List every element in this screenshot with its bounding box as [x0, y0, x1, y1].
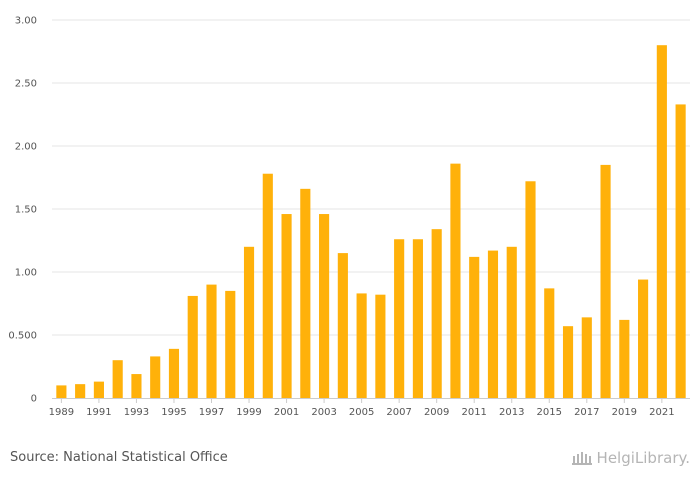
x-tick-label: 1993 [124, 407, 149, 418]
x-tick-label: 1995 [161, 407, 186, 418]
y-tick-label: 2.00 [15, 142, 37, 153]
bar-2002 [300, 188, 311, 398]
bar-2014 [525, 181, 536, 398]
bar-1992 [112, 360, 123, 398]
bar-2012 [487, 250, 499, 398]
x-tick-label: 1997 [199, 407, 224, 418]
y-tick-label: 0.500 [8, 331, 37, 342]
bar-2021 [656, 45, 667, 398]
bar-2017 [581, 317, 592, 398]
x-tick-label: 2007 [386, 407, 411, 418]
x-tick-label: 2021 [649, 407, 674, 418]
y-tick-label: 1.00 [15, 268, 37, 279]
x-tick-label: 2011 [461, 407, 486, 418]
y-tick-label: 2.50 [15, 79, 37, 90]
bar-1994 [150, 356, 161, 398]
bar-2000 [262, 173, 273, 398]
y-tick-label: 1.50 [15, 205, 37, 216]
bar-2005 [356, 293, 367, 398]
x-tick-label: 1991 [86, 407, 111, 418]
bar-1989 [56, 385, 67, 398]
bar-2015 [544, 288, 555, 398]
bar-1995 [168, 348, 180, 398]
bar-2011 [469, 256, 480, 398]
bar-2019 [619, 319, 630, 398]
bar-2018 [600, 164, 611, 398]
x-tick-label: 2001 [274, 407, 299, 418]
x-tick-label: 2009 [424, 407, 449, 418]
bar-2001 [281, 214, 292, 398]
x-tick-label: 2003 [311, 407, 336, 418]
x-tick-label: 1999 [236, 407, 261, 418]
x-tick-label: 1989 [49, 407, 74, 418]
y-tick-label: 0 [31, 394, 37, 405]
bar-1993 [131, 374, 142, 398]
bar-1990 [75, 384, 86, 398]
y-axis-ticks: 0 0.500 1.00 1.50 2.00 2.50 3.00 [8, 16, 37, 405]
bar-2009 [431, 229, 442, 398]
x-tick-label: 2005 [349, 407, 374, 418]
bar-2003 [319, 214, 330, 398]
bar-2020 [638, 279, 649, 398]
bar-2008 [412, 239, 423, 398]
x-tick-label: 2019 [612, 407, 637, 418]
bars [56, 45, 686, 399]
bar-2004 [337, 253, 348, 398]
bar-1991 [93, 381, 104, 398]
bar-1997 [206, 284, 217, 398]
library-building-icon [571, 452, 592, 465]
x-tick-label: 2015 [537, 407, 562, 418]
y-tick-label: 3.00 [15, 16, 37, 27]
logo-text: HelgiLibrary. [596, 449, 690, 467]
bar-2013 [506, 246, 517, 398]
source-note: Source: National Statistical Office [10, 450, 228, 465]
bar-1996 [187, 295, 198, 398]
bar-2022 [675, 104, 686, 399]
bar-2007 [394, 239, 405, 398]
gridlines [52, 19, 690, 336]
bar-1999 [243, 246, 255, 398]
x-tick-label: 2017 [574, 407, 599, 418]
helgi-library-logo: HelgiLibrary. [571, 449, 690, 467]
bar-2006 [375, 294, 386, 398]
bar-2010 [450, 163, 461, 398]
bar-2016 [562, 326, 574, 398]
x-axis-ticks: 1989 1991 1993 1995 1997 1999 2001 2003 2005 2007… [49, 398, 675, 418]
x-tick-label: 2013 [499, 407, 524, 418]
bar-1998 [225, 290, 236, 398]
